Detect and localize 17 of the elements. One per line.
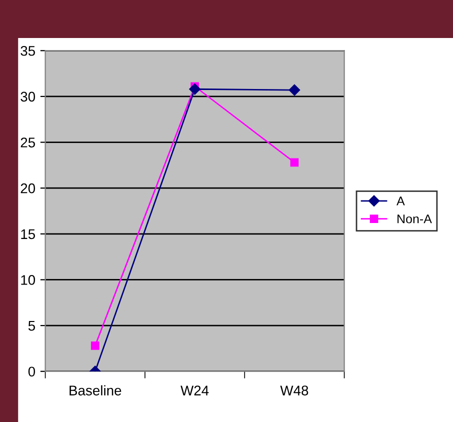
y-tick-label: 5 <box>28 321 35 331</box>
point <box>288 84 300 96</box>
x-tick-label: W24 <box>180 386 209 396</box>
x-tick-label: W48 <box>280 386 308 396</box>
y-tick-label: 20 <box>20 183 36 194</box>
y-tick-label: 10 <box>21 275 36 285</box>
x-tick-label: Baseline <box>70 385 122 396</box>
legend-label: A <box>396 196 405 206</box>
point <box>290 158 299 167</box>
y-tick-label: 30 <box>20 92 36 102</box>
point <box>90 342 100 350</box>
y-tick-label: 25 <box>20 138 35 148</box>
point <box>189 84 200 95</box>
y-tick-label: 15 <box>21 229 35 240</box>
y-tick-label: 0 <box>28 366 36 377</box>
y-tick-label: 35 <box>20 46 35 56</box>
legend-label: Non-A <box>398 214 432 224</box>
